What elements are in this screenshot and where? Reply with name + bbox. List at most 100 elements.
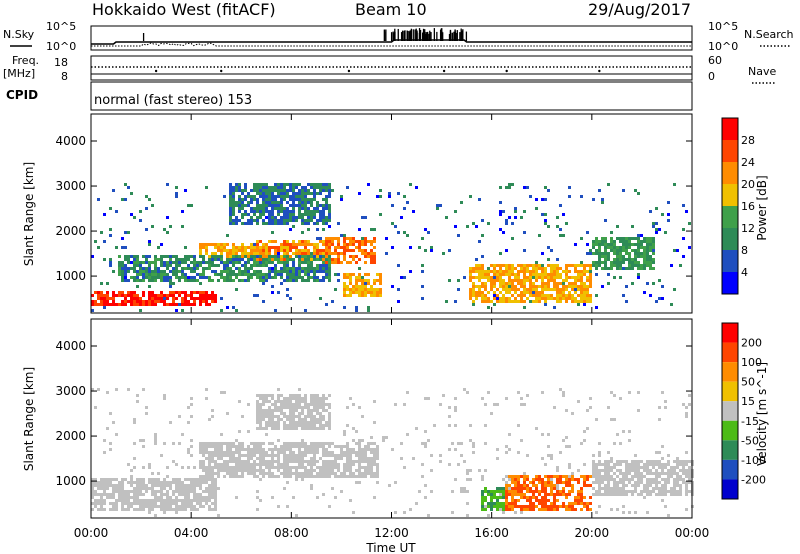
heatmap-cell xyxy=(301,439,304,442)
heatmap-cell xyxy=(532,481,535,484)
heatmap-cell xyxy=(325,216,328,219)
heatmap-cell xyxy=(124,499,127,502)
heatmap-cell xyxy=(283,457,286,460)
heatmap-cell xyxy=(364,273,367,276)
heatmap-cell xyxy=(163,261,166,264)
heatmap-cell xyxy=(547,481,550,484)
heatmap-cell xyxy=(316,451,319,454)
heatmap-cell xyxy=(640,475,643,478)
heatmap-cell xyxy=(103,481,106,484)
cpid-panel: CPID normal (fast stereo) 153 xyxy=(6,81,693,111)
heatmap-cell xyxy=(133,442,136,445)
heatmap-cell xyxy=(508,508,511,511)
heatmap-cell xyxy=(343,430,346,433)
heatmap-cell xyxy=(370,261,373,264)
heatmap-cell xyxy=(373,496,376,499)
heatmap-cell xyxy=(169,282,172,285)
heatmap-cell xyxy=(199,505,202,508)
heatmap-cell xyxy=(202,499,205,502)
heatmap-cell xyxy=(505,285,508,288)
heatmap-cell xyxy=(673,487,676,490)
heatmap-cell xyxy=(94,493,97,496)
heatmap-cell xyxy=(343,472,346,475)
heatmap-cell xyxy=(502,297,505,300)
heatmap-cell xyxy=(202,481,205,484)
heatmap-cell xyxy=(508,273,511,276)
heatmap-cell xyxy=(337,237,340,240)
heatmap-cell xyxy=(250,195,253,198)
heatmap-cell xyxy=(313,475,316,478)
heatmap-cell xyxy=(301,276,304,279)
heatmap-cell xyxy=(274,246,277,249)
heatmap-cell xyxy=(169,276,172,279)
heatmap-cell xyxy=(541,496,544,499)
heatmap-cell xyxy=(262,279,265,282)
heatmap-cell xyxy=(286,216,289,219)
heatmap-cell xyxy=(133,297,136,300)
heatmap-cell xyxy=(505,508,508,511)
heatmap-cell xyxy=(493,264,496,267)
heatmap-cell xyxy=(649,469,652,472)
heatmap-cell xyxy=(331,487,334,490)
heatmap-cell xyxy=(235,460,238,463)
heatmap-cell xyxy=(307,448,310,451)
heatmap-cell xyxy=(313,409,316,412)
heatmap-cell xyxy=(637,192,640,195)
heatmap-cell xyxy=(385,252,388,255)
heatmap-cell xyxy=(175,255,178,258)
heatmap-cell xyxy=(319,237,322,240)
heatmap-cell xyxy=(304,258,307,261)
heatmap-cell xyxy=(526,508,529,511)
heatmap-cell xyxy=(178,261,181,264)
heatmap-cell xyxy=(607,183,610,186)
heatmap-cell xyxy=(238,255,241,258)
heatmap-cell xyxy=(112,291,115,294)
heatmap-cell xyxy=(586,270,589,273)
heatmap-cell xyxy=(97,303,100,306)
heatmap-cell xyxy=(211,466,214,469)
heatmap-cell xyxy=(280,394,283,397)
heatmap-cell xyxy=(478,240,481,243)
heatmap-cell xyxy=(544,505,547,508)
heatmap-cell xyxy=(250,252,253,255)
heatmap-cell xyxy=(184,493,187,496)
heatmap-cell xyxy=(292,472,295,475)
heatmap-cell xyxy=(346,448,349,451)
heatmap-cell xyxy=(553,273,556,276)
heatmap-cell xyxy=(445,300,448,303)
heatmap-cell xyxy=(202,276,205,279)
heatmap-cell xyxy=(109,303,112,306)
heatmap-cell xyxy=(283,270,286,273)
heatmap-cell xyxy=(583,270,586,273)
heatmap-cell xyxy=(235,201,238,204)
heatmap-cell xyxy=(130,496,133,499)
heatmap-cell xyxy=(559,478,562,481)
heatmap-cell xyxy=(541,213,544,216)
heatmap-cell xyxy=(286,397,289,400)
heatmap-cell xyxy=(124,258,127,261)
heatmap-cell xyxy=(280,204,283,207)
heatmap-cell xyxy=(646,490,649,493)
heatmap-cell xyxy=(325,198,328,201)
heatmap-cell xyxy=(268,189,271,192)
heatmap-cell xyxy=(199,460,202,463)
heatmap-cell xyxy=(145,484,148,487)
heatmap-cell xyxy=(283,222,286,225)
heatmap-cell xyxy=(526,499,529,502)
heatmap-cell xyxy=(346,285,349,288)
heatmap-cell xyxy=(148,279,151,282)
heatmap-cell xyxy=(250,207,253,210)
heatmap-cell xyxy=(631,267,634,270)
heatmap-cell xyxy=(508,300,511,303)
heatmap-cell xyxy=(481,255,484,258)
heatmap-cell xyxy=(376,294,379,297)
heatmap-cell xyxy=(259,192,262,195)
heatmap-cell xyxy=(217,514,220,517)
heatmap-cell xyxy=(283,252,286,255)
heatmap-cell xyxy=(337,246,340,249)
heatmap-cell xyxy=(640,490,643,493)
heatmap-cell xyxy=(361,243,364,246)
heatmap-cell xyxy=(547,273,550,276)
heatmap-cell xyxy=(418,490,421,493)
heatmap-cell xyxy=(631,243,634,246)
